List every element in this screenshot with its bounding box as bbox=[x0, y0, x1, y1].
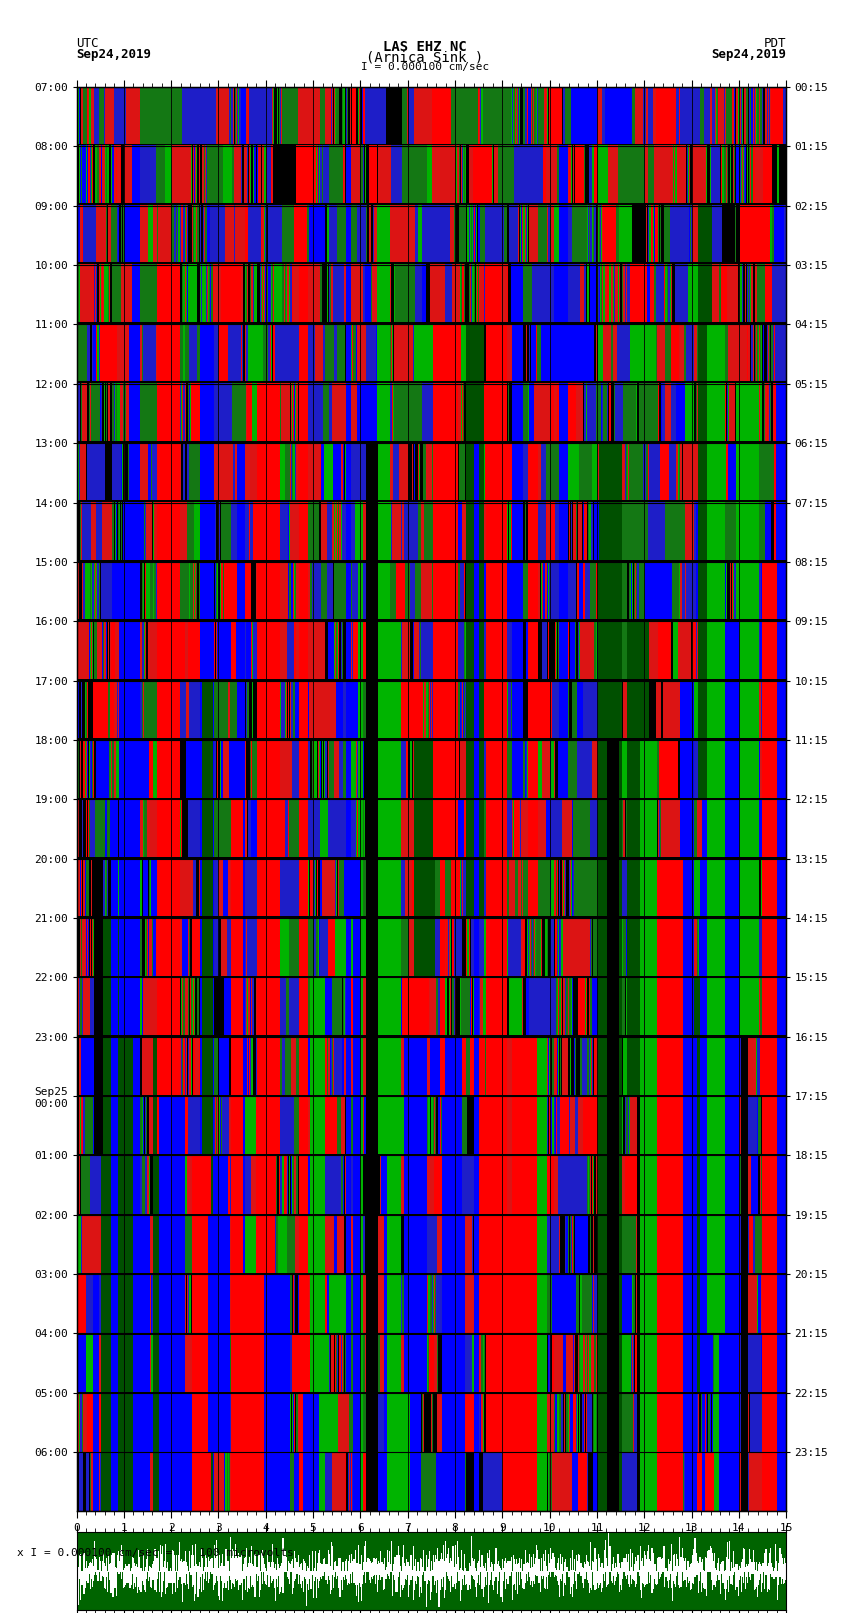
X-axis label: TIME (MINUTES): TIME (MINUTES) bbox=[379, 1536, 484, 1548]
Text: LAS EHZ NC: LAS EHZ NC bbox=[383, 39, 467, 53]
Text: (Arnica Sink ): (Arnica Sink ) bbox=[366, 50, 484, 65]
Text: x I = 0.000100 cm/sec =    100 microvolts: x I = 0.000100 cm/sec = 100 microvolts bbox=[17, 1548, 294, 1558]
Text: Sep24,2019: Sep24,2019 bbox=[711, 48, 786, 61]
Text: UTC: UTC bbox=[76, 37, 99, 50]
Text: PDT: PDT bbox=[764, 37, 786, 50]
Text: I = 0.000100 cm/sec: I = 0.000100 cm/sec bbox=[361, 63, 489, 73]
Text: Sep24,2019: Sep24,2019 bbox=[76, 48, 151, 61]
